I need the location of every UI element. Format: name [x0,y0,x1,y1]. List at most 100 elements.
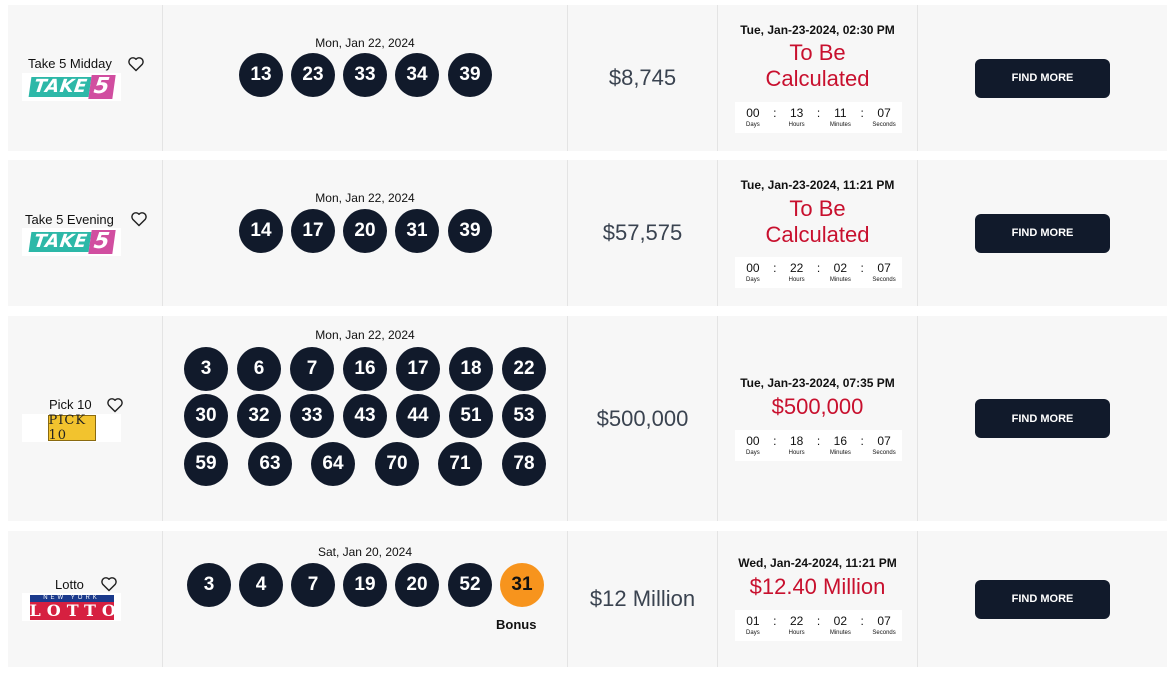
countdown-separator: : [816,261,821,275]
favorite-heart-icon[interactable] [127,56,145,72]
next-draw-cell: Tue, Jan-23-2024, 07:35 PM $500,000 00 Da… [718,316,918,521]
find-more-button[interactable]: FIND MORE [975,579,1110,619]
number-ball: 30 [184,394,228,438]
countdown-days: 00 [746,106,760,120]
find-more-button[interactable]: FIND MORE [975,399,1110,438]
find-more-button[interactable]: FIND MORE [975,213,1110,253]
countdown-label: Minutes [829,630,851,636]
countdown-separator: : [860,261,864,275]
game-cell: Lotto NEW YORK LOTTO [8,531,163,667]
countdown-label: Days [746,630,760,636]
game-name: Take 5 Evening [25,212,114,227]
next-draw-date: Tue, Jan-23-2024, 11:21 PM [740,178,895,192]
countdown-seconds: 07 [877,106,891,120]
next-draw-cell: Tue, Jan-23-2024, 11:21 PM To Be Calcula… [718,160,918,306]
favorite-heart-icon[interactable] [130,211,148,227]
countdown-days: 00 [746,261,760,275]
logo-text: NEW YORK [29,594,114,602]
countdown-label: Seconds [872,630,896,636]
jackpot-cell: $8,745 [568,5,718,151]
game-logo: PICK 10 [22,413,121,443]
draw-date: Mon, Jan 22, 2024 [315,328,415,342]
game-cell: Take 5 Evening TAKE 5 [8,160,163,306]
countdown-separator: : [816,614,821,628]
countdown-hours: 13 [789,106,804,120]
number-ball: 32 [237,394,281,438]
number-ball: 53 [502,394,546,438]
countdown-label: Days [746,277,760,283]
countdown-separator: : [860,614,864,628]
countdown-days: 01 [746,614,760,628]
countdown-label: Hours [788,122,805,128]
number-ball: 16 [343,347,387,391]
number-ball: 3 [187,563,231,607]
number-ball: 70 [375,442,419,486]
countdown-label: Hours [788,450,805,456]
jackpot-amount: $500,000 [596,405,689,431]
number-ball: 43 [343,394,387,438]
countdown-label: Hours [788,277,805,283]
game-row: Pick 10 PICK 10 Mon, Jan 22, 2024 3 6 7 … [8,316,1167,521]
countdown-minutes: 02 [833,614,848,628]
countdown-seconds: 07 [877,434,891,448]
game-name: Take 5 Midday [28,56,112,71]
number-ball: 22 [502,347,546,391]
number-ball: 52 [448,563,492,607]
number-ball: 64 [311,442,355,486]
countdown-timer: 01 Days : 22 Hours : 02 Minutes : 07 Seconds [735,610,902,641]
countdown-label: Minutes [829,122,851,128]
countdown-label: Seconds [872,277,896,283]
game-logo: NEW YORK LOTTO [22,593,121,621]
number-ball: 44 [396,394,440,438]
countdown-label: Minutes [829,277,851,283]
countdown-hours: 22 [789,261,804,275]
logo-text: LOTTO [29,600,122,620]
action-cell: FIND MORE [918,531,1167,667]
number-ball: 39 [448,209,492,253]
number-ball: 20 [395,563,439,607]
countdown-separator: : [860,434,864,448]
next-jackpot-line: To Be [789,40,846,65]
countdown-timer: 00 Days : 13 Hours : 11 Minutes : 07 Seconds [735,102,902,133]
number-ball: 13 [239,53,283,97]
number-ball: 19 [343,563,387,607]
logo-text: 5 [87,74,116,99]
countdown-label: Hours [788,630,805,636]
countdown-timer: 00 Days : 22 Hours : 02 Minutes : 07 Seconds [735,257,902,288]
number-ball: 7 [291,563,335,607]
number-ball: 6 [237,347,281,391]
logo-text: TAKE [28,76,92,97]
logo-text: PICK 10 [47,413,96,443]
countdown-separator: : [860,106,864,120]
jackpot-cell: $500,000 [568,316,718,521]
favorite-heart-icon[interactable] [100,576,118,592]
game-name: Lotto [55,577,84,592]
number-ball: 51 [449,394,493,438]
countdown-separator: : [773,261,777,275]
next-jackpot-line: $12.40 Million [749,574,886,599]
countdown-hours: 18 [789,434,804,448]
countdown-separator: : [773,614,777,628]
jackpot-amount: $12 Million [589,586,696,611]
number-ball: 31 [395,209,439,253]
action-cell: FIND MORE [918,5,1167,151]
favorite-heart-icon[interactable] [106,397,124,413]
countdown-seconds: 07 [877,261,891,275]
next-draw-cell: Wed, Jan-24-2024, 11:21 PM $12.40 Millio… [718,531,918,667]
next-jackpot-line: To Be [789,196,846,221]
number-ball: 63 [248,442,292,486]
countdown-label: Seconds [872,122,896,128]
find-more-button[interactable]: FIND MORE [975,58,1110,98]
number-ball: 39 [448,53,492,97]
action-cell: FIND MORE [918,160,1167,306]
bonus-ball: 31 [500,563,544,607]
countdown-separator: : [773,106,777,120]
countdown-label: Days [746,122,760,128]
countdown-seconds: 07 [877,614,891,628]
next-draw-date: Tue, Jan-23-2024, 07:35 PM [740,376,895,390]
jackpot-amount: $57,575 [602,220,683,245]
action-cell: FIND MORE [918,316,1167,521]
countdown-minutes: 16 [833,434,848,448]
number-ball: 17 [291,209,335,253]
winning-numbers: Mon, Jan 22, 2024 14 17 20 31 39 [163,160,568,306]
